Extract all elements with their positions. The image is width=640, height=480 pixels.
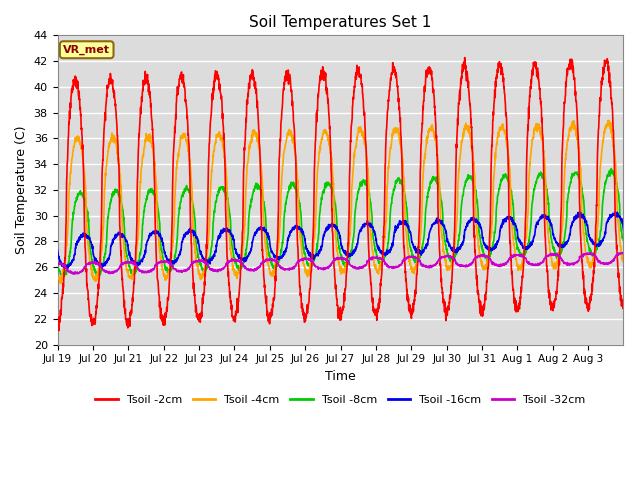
Title: Soil Temperatures Set 1: Soil Temperatures Set 1: [250, 15, 432, 30]
X-axis label: Time: Time: [325, 370, 356, 383]
Text: VR_met: VR_met: [63, 45, 110, 55]
Y-axis label: Soil Temperature (C): Soil Temperature (C): [15, 126, 28, 254]
Legend: Tsoil -2cm, Tsoil -4cm, Tsoil -8cm, Tsoil -16cm, Tsoil -32cm: Tsoil -2cm, Tsoil -4cm, Tsoil -8cm, Tsoi…: [91, 390, 590, 409]
